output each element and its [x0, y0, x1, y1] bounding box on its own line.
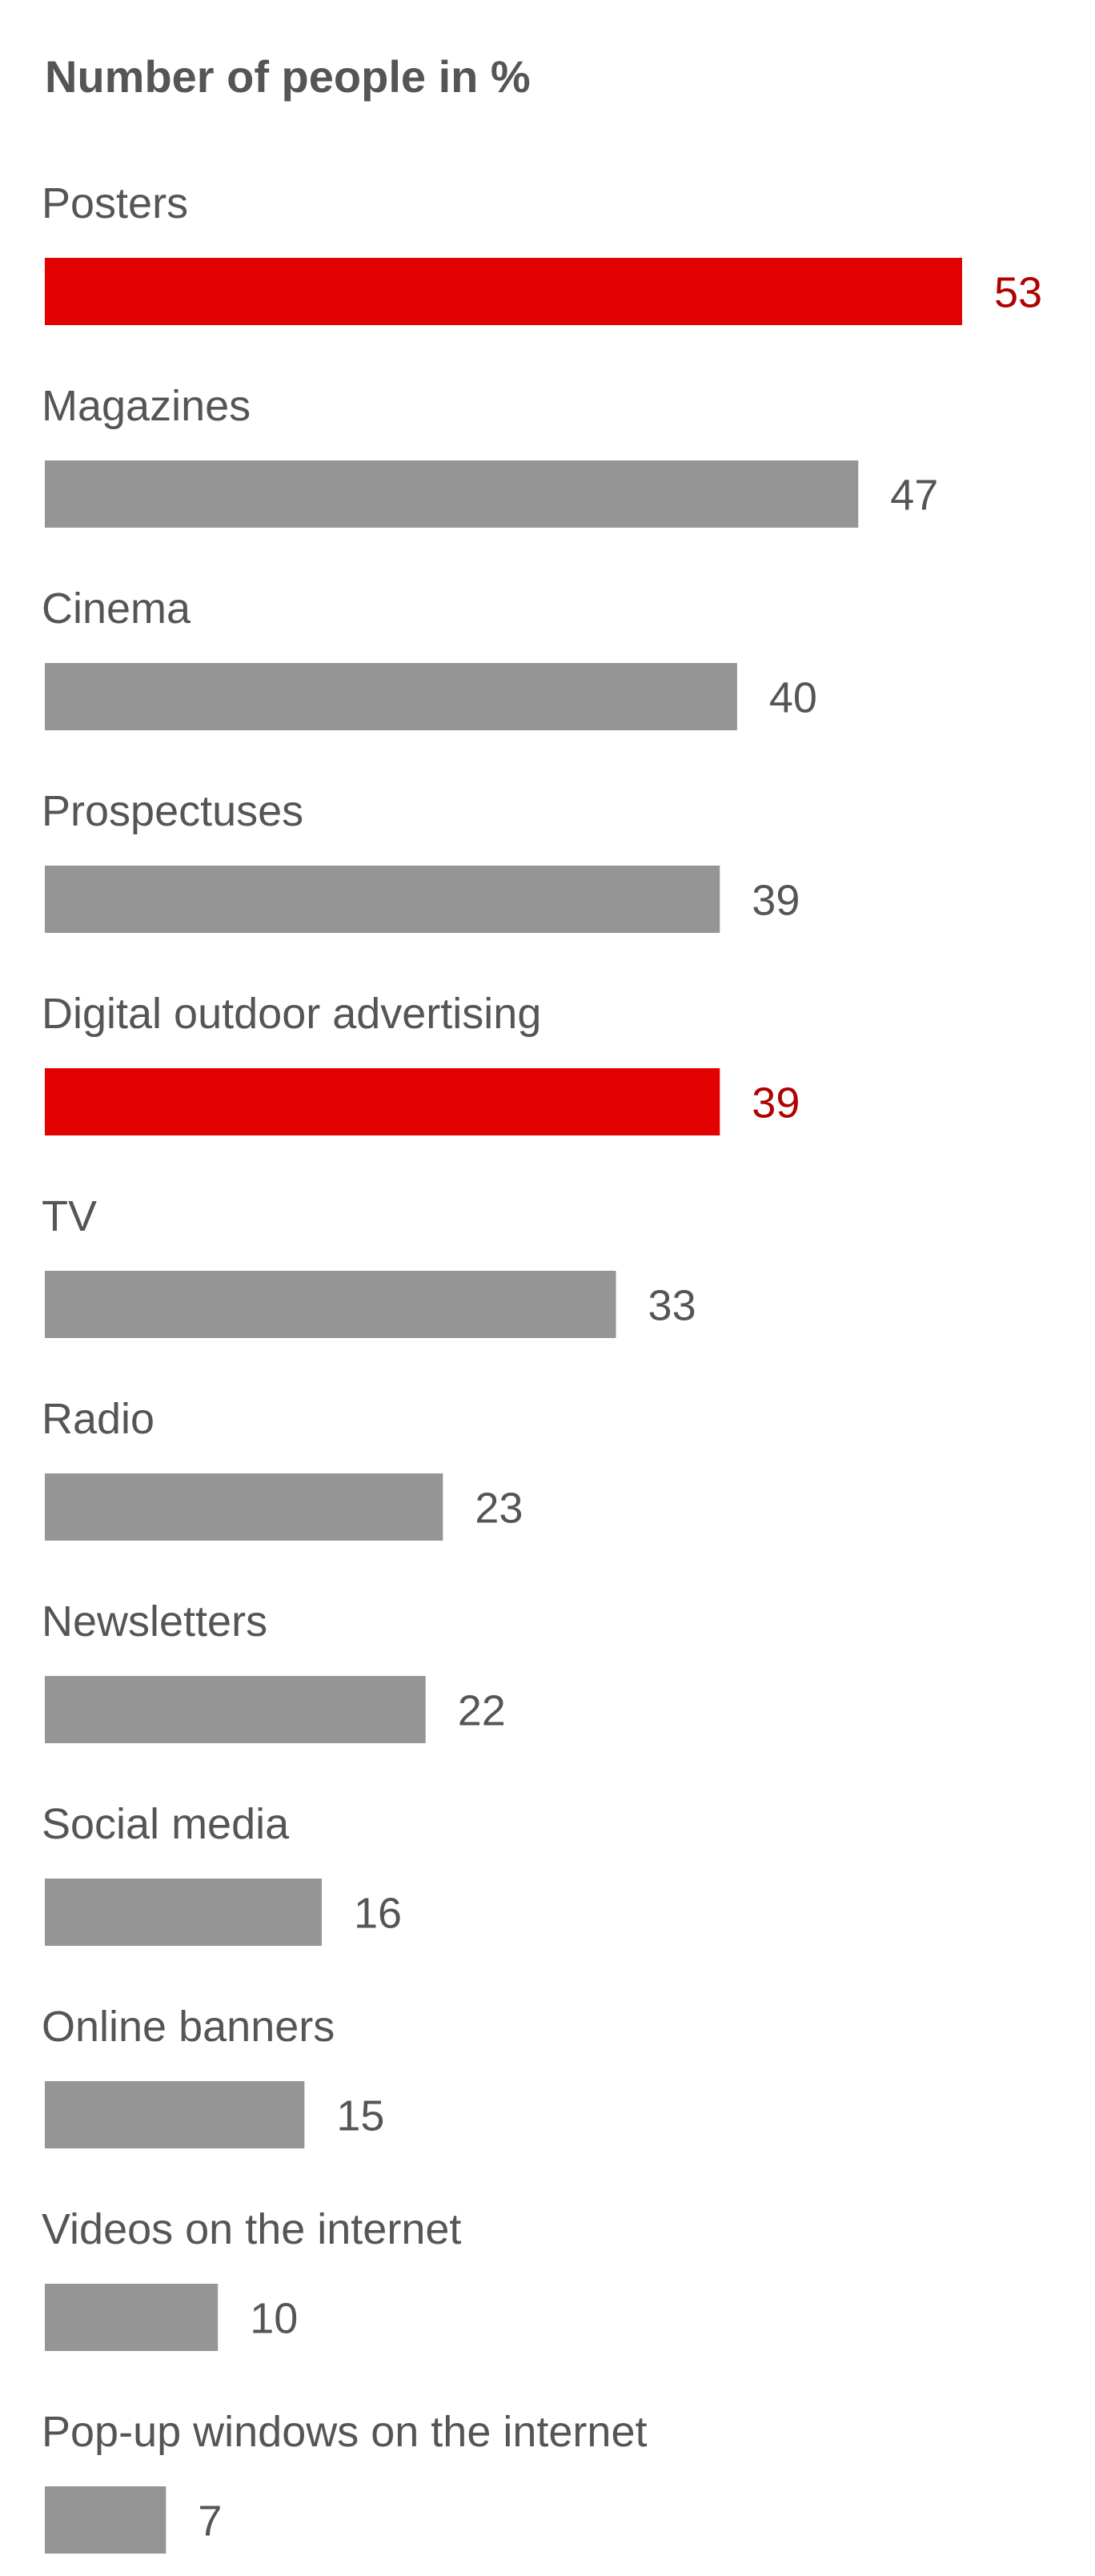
- value-label: 33: [648, 1281, 696, 1329]
- value-label: 15: [336, 2092, 384, 2140]
- category-label: Magazines: [42, 382, 251, 430]
- category-label: Pop-up windows on the internet: [42, 2408, 647, 2456]
- bar: [45, 2284, 219, 2351]
- bar: [45, 866, 720, 933]
- value-label: 23: [475, 1484, 523, 1532]
- bar: [45, 1676, 426, 1743]
- value-label: 53: [994, 268, 1042, 316]
- bar: [45, 2081, 305, 2148]
- bar: [45, 663, 737, 730]
- bars-group: Posters 53 Magazines 47 Cinema 40 Prospectuses…: [42, 179, 1042, 2554]
- category-label: Posters: [42, 179, 188, 227]
- value-label: 22: [458, 1686, 506, 1734]
- value-label: 40: [769, 673, 817, 721]
- bar: [45, 258, 962, 325]
- value-label: 16: [354, 1889, 402, 1937]
- value-label: 7: [198, 2497, 222, 2545]
- value-label: 39: [752, 876, 800, 924]
- category-label: Radio: [42, 1395, 154, 1443]
- value-label: 39: [752, 1079, 800, 1127]
- category-label: Online banners: [42, 2003, 335, 2051]
- bar: [45, 1473, 443, 1541]
- bar: [45, 2486, 166, 2554]
- value-label: 47: [890, 471, 938, 519]
- chart-title: Number of people in %: [45, 51, 531, 102]
- category-label: Cinema: [42, 585, 191, 633]
- category-label: Social media: [42, 1800, 290, 1848]
- category-label: Digital outdoor advertising: [42, 990, 541, 1038]
- bar: [45, 1068, 720, 1135]
- bar: [45, 1271, 616, 1338]
- bar: [45, 460, 859, 528]
- bar: [45, 1879, 322, 1946]
- category-label: TV: [42, 1192, 97, 1240]
- category-label: Videos on the internet: [42, 2205, 461, 2253]
- category-label: Prospectuses: [42, 787, 303, 835]
- category-label: Newsletters: [42, 1597, 267, 1646]
- value-label: 10: [250, 2294, 298, 2342]
